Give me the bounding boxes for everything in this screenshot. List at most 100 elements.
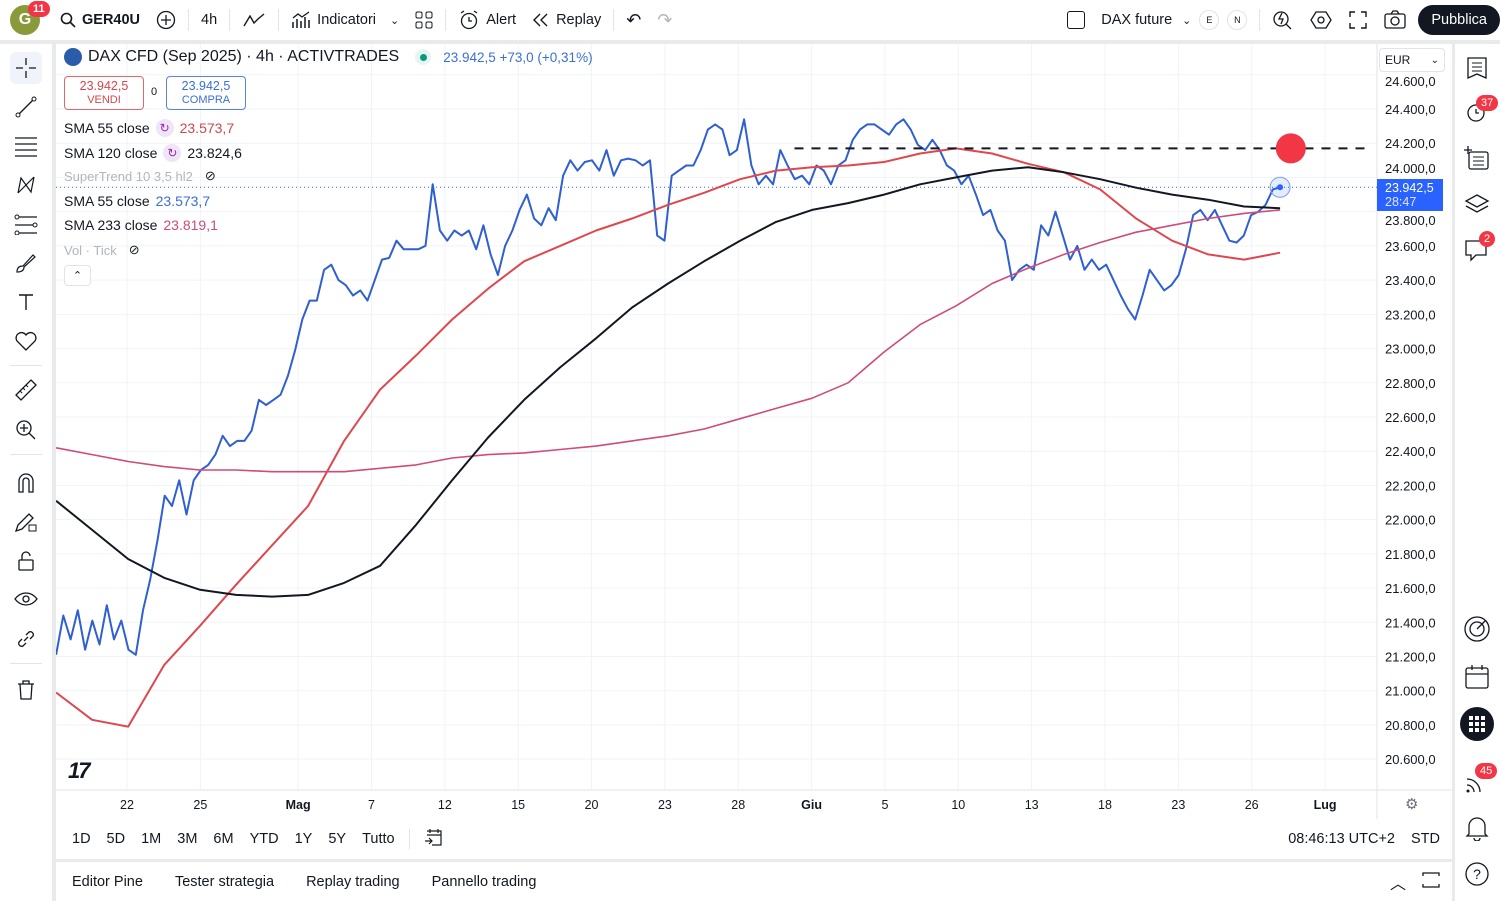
stay-drawing-tool[interactable] bbox=[10, 506, 42, 538]
series-line-sma-233-pink- bbox=[56, 209, 1281, 473]
settings-button[interactable] bbox=[1302, 0, 1340, 40]
range-6m[interactable]: 6M bbox=[213, 831, 234, 847]
sync-icon: ↻ bbox=[163, 144, 182, 162]
favorites-tool[interactable] bbox=[10, 325, 42, 357]
help-button[interactable]: ? bbox=[1461, 858, 1493, 890]
top-toolbar: G 11 GER40U 4h Indicatori ⌄ Alert Replay … bbox=[0, 0, 1500, 40]
indicator-row[interactable]: SuperTrend 10 3,5 hl2 ⊘ bbox=[64, 168, 216, 184]
brush-tool[interactable] bbox=[10, 247, 42, 279]
zoom-tool[interactable] bbox=[10, 414, 42, 446]
maximize-panel-button[interactable] bbox=[1418, 871, 1452, 892]
fullscreen-button[interactable] bbox=[1340, 0, 1376, 40]
alerts-button[interactable]: 37 bbox=[1461, 95, 1499, 128]
indicator-row[interactable]: SMA 55 close 23.573,7 bbox=[64, 193, 211, 209]
screenshot-button[interactable] bbox=[1376, 0, 1414, 40]
pattern-tool[interactable] bbox=[10, 169, 42, 201]
collapse-legend-button[interactable]: ⌃ bbox=[64, 265, 91, 286]
interval-button[interactable]: 4h bbox=[201, 12, 218, 28]
undo-icon: ↶ bbox=[626, 9, 642, 30]
go-to-date-button[interactable] bbox=[416, 827, 452, 851]
indicator-row[interactable]: SMA 55 close ↻ 23.573,7 bbox=[64, 119, 235, 137]
remove-drawings-tool[interactable] bbox=[10, 674, 42, 706]
chat-badge: 2 bbox=[1479, 231, 1496, 247]
range-ytd[interactable]: YTD bbox=[249, 831, 279, 847]
magnet-tool[interactable] bbox=[10, 467, 42, 499]
price-tick-label: 21.000,0 bbox=[1385, 684, 1436, 699]
symbol-title-row: DAX CFD (Sep 2025) · 4h · ACTIVTRADES 23… bbox=[64, 48, 593, 66]
redo-button[interactable]: ↷ bbox=[649, 0, 680, 40]
bottom-panel-tabs: Editor Pine Tester strategia Replay trad… bbox=[56, 862, 1452, 901]
sell-button[interactable]: 23.942,5 VENDI bbox=[64, 76, 144, 110]
fib-tool[interactable] bbox=[10, 130, 42, 162]
range-all[interactable]: Tutto bbox=[362, 831, 395, 847]
text-tool[interactable] bbox=[10, 286, 42, 318]
indicator-row[interactable]: SMA 120 close ↻ 23.824,6 bbox=[64, 144, 242, 162]
replay-button[interactable]: Replay bbox=[524, 0, 609, 40]
unlock-icon bbox=[18, 551, 34, 571]
user-avatar[interactable]: G 11 bbox=[10, 1, 50, 35]
symbol-title[interactable]: DAX CFD (Sep 2025) · 4h · ACTIVTRADES bbox=[88, 48, 400, 65]
exchange-logo-icon bbox=[64, 48, 82, 66]
target-button[interactable] bbox=[1461, 613, 1493, 645]
publish-button[interactable]: Pubblica bbox=[1418, 5, 1500, 35]
chart-type-button[interactable] bbox=[234, 0, 274, 40]
session-button[interactable]: STD bbox=[1411, 831, 1440, 847]
price-chart[interactable]: 24.600,0 24.400,0 24.200,0 24.000,0 23.800,0… bbox=[56, 44, 1452, 819]
apps-button[interactable] bbox=[1460, 707, 1494, 741]
news-feed-button[interactable]: 45 bbox=[1461, 763, 1498, 798]
range-5y[interactable]: 5Y bbox=[328, 831, 347, 847]
compare-symbol-button[interactable] bbox=[148, 0, 184, 40]
measure-tool[interactable] bbox=[10, 374, 42, 406]
crosshair-tool[interactable] bbox=[10, 52, 42, 84]
watchlist-button[interactable] bbox=[1461, 52, 1493, 84]
current-price-label: 23.942,5 28:47 bbox=[1377, 179, 1443, 211]
eye-off-icon[interactable]: ⊘ bbox=[204, 168, 216, 183]
pencil-lock-icon bbox=[14, 513, 37, 533]
lock-drawings-tool[interactable] bbox=[10, 545, 42, 577]
indicators-button[interactable]: Indicatori ⌄ bbox=[283, 0, 407, 40]
calendar-button[interactable] bbox=[1461, 661, 1493, 693]
trend-line-tool[interactable] bbox=[10, 91, 42, 123]
tab-trading-panel[interactable]: Pannello trading bbox=[431, 873, 537, 890]
range-3m[interactable]: 3M bbox=[177, 831, 198, 847]
symbol-search-button[interactable]: GER40U bbox=[52, 0, 148, 40]
indicator-row[interactable]: SMA 233 close 23.819,1 bbox=[64, 217, 218, 233]
expand-panel-button[interactable]: ︿ bbox=[1389, 875, 1406, 893]
toggle-n-button[interactable]: N bbox=[1227, 10, 1248, 30]
compare-checkbox[interactable] bbox=[1059, 0, 1093, 40]
chart-panel[interactable]: 24.600,0 24.400,0 24.200,0 24.000,0 23.800,0… bbox=[56, 44, 1452, 859]
redo-icon: ↷ bbox=[657, 9, 673, 30]
range-1m[interactable]: 1M bbox=[141, 831, 162, 847]
currency-select[interactable]: EUR ⌄ bbox=[1379, 48, 1445, 72]
axis-settings-button[interactable]: ⚙ bbox=[1405, 796, 1419, 813]
forecast-tool[interactable] bbox=[10, 208, 42, 240]
horizontal-lines-icon bbox=[15, 137, 37, 157]
range-5d[interactable]: 5D bbox=[106, 831, 126, 847]
chats-button[interactable]: 2 bbox=[1461, 231, 1496, 266]
eye-off-icon[interactable]: ⊘ bbox=[128, 242, 140, 257]
alert-button[interactable]: Alert bbox=[450, 0, 524, 40]
tab-pine-editor[interactable]: Editor Pine bbox=[72, 873, 143, 890]
buy-button[interactable]: 23.942,5 COMPRA bbox=[166, 76, 246, 110]
time-tick-label: Mag bbox=[286, 798, 311, 812]
link-tool[interactable] bbox=[10, 623, 42, 655]
crosshair-icon bbox=[16, 58, 36, 78]
quick-search-button[interactable] bbox=[1264, 0, 1302, 40]
tab-replay-trading[interactable]: Replay trading bbox=[306, 873, 400, 890]
compare-symbol-select[interactable]: DAX future ⌄ bbox=[1101, 12, 1192, 28]
notifications-button[interactable] bbox=[1461, 812, 1493, 844]
layouts-button[interactable] bbox=[407, 0, 441, 40]
layers-button[interactable] bbox=[1461, 188, 1493, 220]
time-tick-label: 18 bbox=[1098, 798, 1112, 812]
undo-button[interactable]: ↶ bbox=[618, 0, 649, 40]
indicator-row[interactable]: Vol · Tick ⊘ bbox=[64, 242, 140, 258]
clock[interactable]: 08:46:13 UTC+2 bbox=[1288, 831, 1395, 847]
search-icon bbox=[60, 12, 76, 28]
time-tick-label: 12 bbox=[438, 798, 452, 812]
toggle-e-button[interactable]: E bbox=[1199, 10, 1220, 30]
tab-strategy-tester[interactable]: Tester strategia bbox=[174, 873, 275, 890]
object-tree-button[interactable] bbox=[1461, 142, 1493, 174]
hide-drawings-tool[interactable] bbox=[10, 584, 42, 616]
range-1y[interactable]: 1Y bbox=[294, 831, 313, 847]
range-1d[interactable]: 1D bbox=[72, 831, 91, 847]
